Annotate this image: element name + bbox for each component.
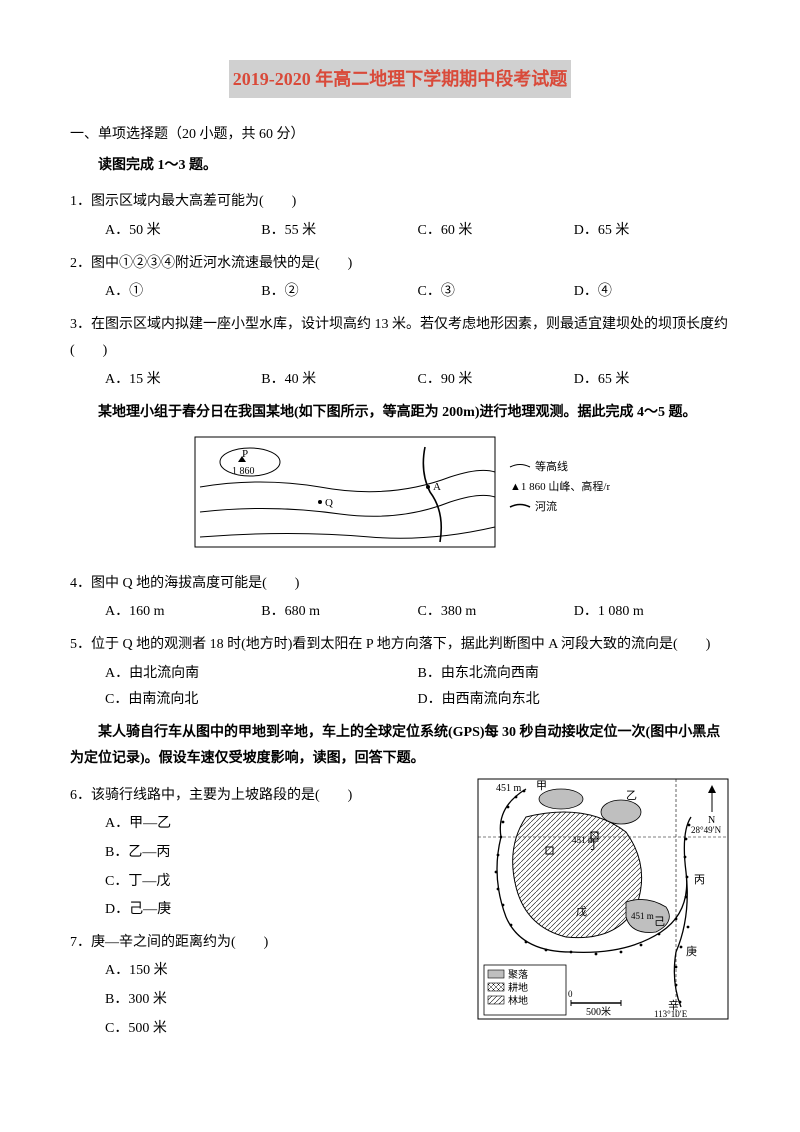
q1-opt-d: D．65 米 — [574, 218, 730, 245]
svg-text:等高线: 等高线 — [535, 459, 568, 473]
q6-stem: 6．该骑行线路中，主要为上坡路段的是( ) — [70, 783, 470, 810]
svg-text:1 860: 1 860 — [232, 466, 255, 477]
svg-text:聚落: 聚落 — [508, 969, 528, 981]
q2-stem: 2．图中①②③④附近河水流速最快的是( ) — [70, 251, 730, 278]
q5-opt-a: A．由北流向南 — [105, 661, 418, 688]
q2-opt-b: B．② — [261, 279, 417, 306]
q3-opt-c: C．90 米 — [418, 367, 574, 394]
svg-text:A: A — [433, 481, 441, 493]
q3-options: A．15 米 B．40 米 C．90 米 D．65 米 — [70, 367, 730, 394]
q5-opt-d: D．由西南流向东北 — [418, 687, 731, 714]
svg-text:113°10′E: 113°10′E — [654, 1009, 688, 1019]
svg-text:丙: 丙 — [694, 874, 705, 886]
q2-opt-a: A．① — [105, 279, 261, 306]
q5-opt-c: C．由南流向北 — [105, 687, 418, 714]
instruction-1: 读图完成 1～3 题。 — [70, 153, 730, 180]
svg-text:N: N — [708, 815, 715, 826]
q4-opt-b: B．680 m — [261, 599, 417, 626]
q7-stem: 7．庚—辛之间的距离约为( ) — [70, 930, 470, 957]
q2-opt-d: D．④ — [574, 279, 730, 306]
context-3: 某人骑自行车从图中的甲地到辛地，车上的全球定位系统(GPS)每 30 秒自动接收… — [70, 720, 730, 773]
svg-text:耕地: 耕地 — [508, 981, 528, 994]
q4-options: A．160 m B．680 m C．380 m D．1 080 m — [70, 599, 730, 626]
svg-text:451 m: 451 m — [496, 783, 522, 794]
q4-opt-d: D．1 080 m — [574, 599, 730, 626]
q4-stem: 4．图中 Q 地的海拔高度可能是( ) — [70, 571, 730, 598]
svg-text:戊: 戊 — [576, 905, 587, 918]
svg-text:Q: Q — [325, 497, 333, 509]
q6-options: A．甲—乙 B．乙—丙 C．丁—戊 D．己—庚 — [70, 811, 470, 923]
figure-1: P 1 860 Q A 等高线 ▲1 860 山峰、高程/m 河流 — [70, 432, 730, 563]
q1-opt-a: A．50 米 — [105, 218, 261, 245]
q6-opt-d: D．己—庚 — [105, 897, 470, 924]
q7-opt-c: C．500 米 — [105, 1016, 470, 1043]
q5-stem: 5．位于 Q 地的观测者 18 时(地方时)看到太阳在 P 地方向落下，据此判断… — [70, 632, 730, 659]
svg-text:己: 己 — [654, 916, 665, 928]
q3-opt-b: B．40 米 — [261, 367, 417, 394]
svg-text:林地: 林地 — [508, 994, 528, 1007]
q1-options: A．50 米 B．55 米 C．60 米 D．65 米 — [70, 218, 730, 245]
svg-text:28°49′N: 28°49′N — [691, 825, 722, 835]
context-2: 某地理小组于春分日在我国某地(如下图所示，等高距为 200m)进行地理观测。据此… — [70, 400, 730, 427]
q5-options: A．由北流向南 B．由东北流向西南 C．由南流向北 D．由西南流向东北 — [70, 661, 730, 714]
q3-stem: 3．在图示区域内拟建一座小型水库，设计坝高约 13 米。若仅考虑地形因素，则最适… — [70, 312, 730, 365]
q6-opt-b: B．乙—丙 — [105, 840, 470, 867]
svg-text:乙: 乙 — [626, 789, 637, 802]
q1-opt-b: B．55 米 — [261, 218, 417, 245]
q3-opt-a: A．15 米 — [105, 367, 261, 394]
q4-opt-c: C．380 m — [418, 599, 574, 626]
q4-opt-a: A．160 m — [105, 599, 261, 626]
q1-opt-c: C．60 米 — [418, 218, 574, 245]
svg-text:庚: 庚 — [686, 944, 697, 958]
svg-text:0: 0 — [568, 989, 573, 999]
q7-opt-a: A．150 米 — [105, 958, 470, 985]
q2-options: A．① B．② C．③ D．④ — [70, 279, 730, 306]
q2-opt-c: C．③ — [418, 279, 574, 306]
page-title: 2019-2020 年高二地理下学期期中段考试题 — [229, 60, 572, 98]
section-heading: 一、单项选择题（20 小题，共 60 分） — [70, 122, 730, 149]
svg-text:451 m: 451 m — [631, 911, 654, 921]
svg-text:甲: 甲 — [536, 780, 547, 792]
svg-text:451 m: 451 m — [572, 835, 595, 845]
q5-opt-b: B．由东北流向西南 — [418, 661, 731, 688]
q7-options: A．150 米 B．300 米 C．500 米 — [70, 958, 470, 1042]
q1-stem: 1．图示区域内最大高差可能为( ) — [70, 189, 730, 216]
svg-text:▲1 860 山峰、高程/m: ▲1 860 山峰、高程/m — [510, 479, 610, 493]
q7-opt-b: B．300 米 — [105, 987, 470, 1014]
q6-opt-c: C．丁—戊 — [105, 869, 470, 896]
svg-text:河流: 河流 — [535, 499, 557, 513]
q3-opt-d: D．65 米 — [574, 367, 730, 394]
figure-2: 451 m 甲 乙 丙 丁 戊 己 庚 辛 451 m 451 m 28°49′… — [476, 777, 731, 1022]
svg-text:500米: 500米 — [586, 1005, 611, 1018]
q6-opt-a: A．甲—乙 — [105, 811, 470, 838]
